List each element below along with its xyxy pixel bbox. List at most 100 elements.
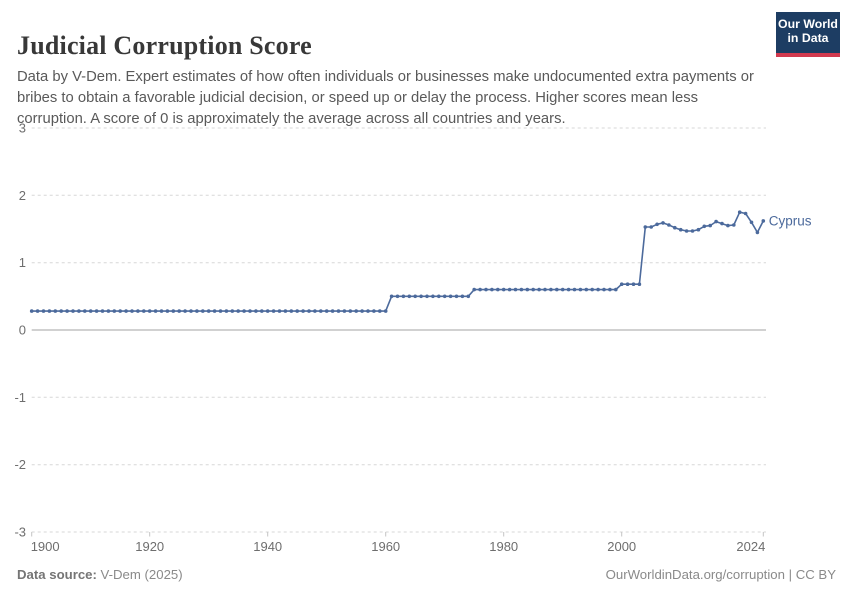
data-point xyxy=(189,309,193,313)
data-point xyxy=(77,309,81,313)
data-source-value: V-Dem (2025) xyxy=(96,567,183,582)
data-point xyxy=(555,287,559,292)
y-tick-label: -3 xyxy=(14,525,26,540)
data-point xyxy=(230,309,235,313)
data-point xyxy=(336,309,341,313)
data-point xyxy=(419,294,423,299)
chart-subtitle: Data by V-Dem. Expert estimates of how o… xyxy=(17,68,754,127)
y-tick-label: -1 xyxy=(14,390,26,405)
data-point xyxy=(501,287,506,292)
data-point xyxy=(572,287,577,292)
data-point xyxy=(307,309,311,313)
owid-logo[interactable]: Our World in Data xyxy=(776,12,840,57)
data-point xyxy=(53,309,58,313)
data-point xyxy=(678,227,683,232)
data-point xyxy=(313,309,317,313)
data-point xyxy=(41,309,46,313)
data-point xyxy=(602,287,606,292)
data-point xyxy=(566,287,571,292)
data-point xyxy=(507,287,512,292)
y-tick-label: -2 xyxy=(14,457,26,472)
data-point xyxy=(549,287,553,292)
data-point xyxy=(159,309,164,313)
data-point xyxy=(265,309,270,313)
data-point xyxy=(242,309,246,313)
owid-logo-line1: Our World xyxy=(778,17,838,31)
data-point xyxy=(136,309,140,313)
x-tick-label: 1940 xyxy=(253,539,282,554)
data-point xyxy=(448,294,453,299)
chart-footer: Data source: V-Dem (2025) OurWorldinData… xyxy=(17,567,836,587)
data-point xyxy=(389,294,394,299)
data-source-label: Data source: xyxy=(17,567,97,582)
data-point xyxy=(673,225,677,230)
data-point xyxy=(360,309,364,313)
x-tick-label: 1900 xyxy=(31,539,60,554)
data-point xyxy=(177,309,181,313)
data-point xyxy=(354,309,359,313)
data-point xyxy=(637,282,642,287)
data-point xyxy=(714,219,718,224)
data-point xyxy=(106,309,111,313)
series-end-label: Cyprus xyxy=(769,213,812,228)
x-tick-label: 2000 xyxy=(607,539,636,554)
data-point xyxy=(330,309,335,313)
data-point xyxy=(761,219,766,223)
data-point xyxy=(372,309,376,313)
data-point xyxy=(625,282,630,287)
data-point xyxy=(466,294,471,299)
data-point xyxy=(71,309,75,313)
data-point xyxy=(519,287,524,292)
data-point xyxy=(59,309,63,313)
page-title: Judicial Corruption Score xyxy=(17,31,312,61)
x-tick-label: 1960 xyxy=(371,539,400,554)
data-point xyxy=(496,287,500,292)
data-point xyxy=(301,309,305,313)
data-point xyxy=(425,294,429,299)
data-point xyxy=(295,309,300,313)
data-point xyxy=(88,309,93,313)
data-point xyxy=(755,230,760,235)
data-point xyxy=(100,309,105,313)
data-point xyxy=(171,309,176,313)
data-point xyxy=(124,309,128,313)
data-point xyxy=(35,309,40,313)
data-point xyxy=(254,309,258,313)
data-point xyxy=(383,309,388,313)
data-point xyxy=(649,225,653,229)
data-point xyxy=(83,309,87,313)
data-point xyxy=(165,309,170,313)
data-point xyxy=(324,309,329,313)
data-point xyxy=(454,294,459,299)
data-point xyxy=(702,224,707,229)
data-point xyxy=(342,309,347,313)
data-point xyxy=(708,223,712,228)
data-point xyxy=(224,309,229,313)
data-point xyxy=(596,287,600,292)
data-point xyxy=(437,294,441,299)
data-point xyxy=(206,309,211,313)
data-point xyxy=(289,309,294,313)
y-tick-label: 1 xyxy=(19,255,26,270)
data-point xyxy=(472,287,477,292)
data-point xyxy=(690,229,695,233)
owid-logo-accent-bar xyxy=(776,53,840,57)
data-point xyxy=(218,309,223,313)
data-point xyxy=(283,309,288,313)
data-point xyxy=(543,287,547,292)
data-point xyxy=(47,309,52,313)
data-point xyxy=(619,282,624,287)
data-point xyxy=(590,287,594,292)
data-point xyxy=(183,309,187,313)
data-point xyxy=(726,223,730,228)
data-point xyxy=(153,309,158,313)
data-point xyxy=(271,309,276,313)
data-point xyxy=(431,294,435,299)
owid-url-link[interactable]: OurWorldinData.org/corruption | CC BY xyxy=(605,567,836,582)
data-point xyxy=(525,287,530,292)
data-point xyxy=(248,309,252,313)
data-point xyxy=(366,309,370,313)
data-point xyxy=(531,287,535,292)
x-tick-label: 1980 xyxy=(489,539,518,554)
